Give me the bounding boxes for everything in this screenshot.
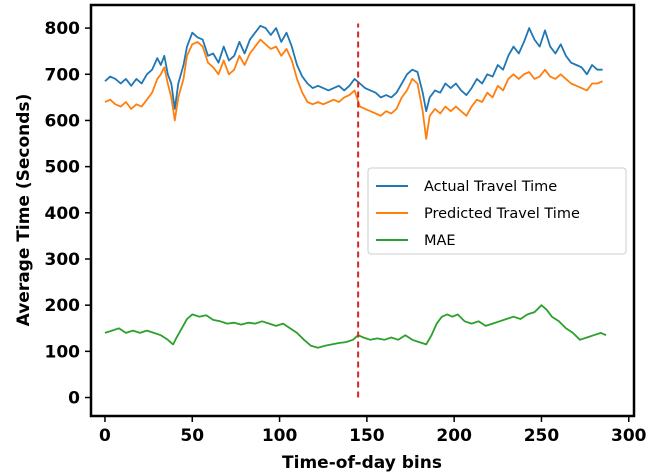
series-line-actual-travel-time <box>104 24 603 113</box>
x-tick-label: 0 <box>99 426 111 446</box>
plot-frame <box>89 3 636 418</box>
x-axis: 0 50 100 150 200 250 300 <box>99 416 647 446</box>
y-axis-label: Average Time (Seconds) <box>14 94 34 327</box>
legend-box <box>367 167 627 255</box>
y-tick-label: 0 <box>68 389 80 409</box>
y-tick-label: 200 <box>45 296 81 316</box>
x-tick-label: 50 <box>180 426 204 446</box>
series-line-predicted-travel-time <box>104 38 603 140</box>
legend-label: Actual Travel Time <box>424 179 557 195</box>
y-tick-label: 500 <box>45 158 81 178</box>
y-axis: 0 100 200 300 400 500 600 700 800 <box>45 19 91 409</box>
legend-label: MAE <box>424 233 456 249</box>
y-tick-label: 400 <box>45 204 81 224</box>
x-tick-label: 200 <box>436 426 472 446</box>
x-tick-label: 250 <box>524 426 560 446</box>
y-tick-label: 300 <box>45 250 81 270</box>
legend: Actual Travel Time Predicted Travel Time M… <box>367 167 627 255</box>
x-axis-label: Time-of-day bins <box>282 453 442 472</box>
y-tick-label: 800 <box>45 19 81 39</box>
series-line-mae <box>104 304 607 349</box>
y-tick-label: 600 <box>45 111 81 131</box>
y-tick-label: 700 <box>45 65 81 85</box>
x-tick-label: 100 <box>262 426 298 446</box>
x-tick-label: 150 <box>349 426 385 446</box>
legend-label: Predicted Travel Time <box>424 206 580 222</box>
x-tick-label: 300 <box>611 426 647 446</box>
y-tick-label: 100 <box>45 342 81 362</box>
